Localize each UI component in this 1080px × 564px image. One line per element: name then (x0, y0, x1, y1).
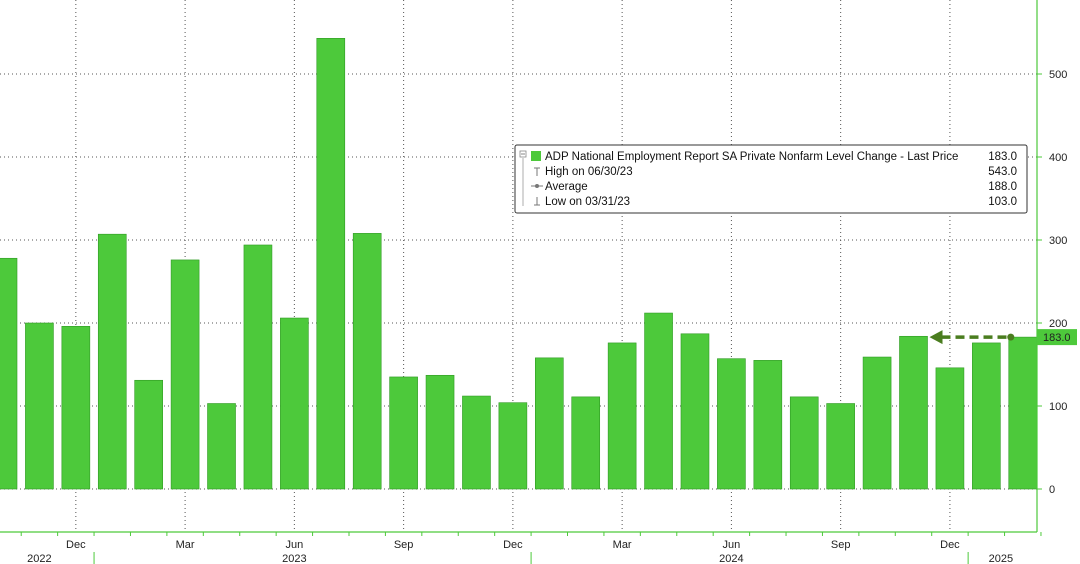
legend-high-value: 543.0 (988, 166, 1017, 178)
bar-2024-03 (607, 342, 637, 490)
legend-swatch (531, 151, 541, 161)
x-tick-label: Jun (285, 539, 303, 551)
average-marker-icon (531, 184, 543, 188)
y-tick-label: 500 (1049, 69, 1067, 81)
bar-2023-03 (170, 259, 200, 490)
legend-row-average: Average 188.0 (531, 181, 1017, 193)
bar-2023-12 (498, 402, 528, 490)
x-year-label: 2024 (719, 553, 743, 564)
bar-2024-10 (862, 356, 892, 490)
arrow-head-icon (929, 330, 943, 345)
x-tick-label: Sep (831, 539, 851, 551)
last-price-tag (1037, 329, 1077, 346)
x-tick-label: Dec (503, 539, 523, 551)
x-year-label: 2022 (27, 553, 51, 564)
bar-2023-05 (243, 244, 273, 490)
x-tick-label: Sep (394, 539, 414, 551)
bar-2024-09 (826, 403, 855, 490)
bar-2023-09 (389, 376, 418, 490)
bar-2023-11 (462, 395, 491, 490)
y-tick-label: 300 (1049, 235, 1067, 247)
legend-low-value: 103.0 (988, 196, 1017, 208)
legend-collapse-icon[interactable] (519, 150, 527, 158)
bar-2023-02 (134, 379, 163, 490)
bar-2024-05 (680, 333, 710, 490)
bar-2024-01 (534, 357, 564, 490)
x-tick-label: Mar (613, 539, 632, 551)
bar-2023-08 (352, 233, 382, 490)
bar-2024-07 (753, 360, 783, 490)
bar-2024-12 (935, 367, 965, 490)
y-tick-label: 0 (1049, 484, 1055, 496)
bar-2023-10 (425, 374, 455, 490)
legend-series-label: ADP National Employment Report SA Privat… (545, 151, 958, 163)
legend-row-high: High on 06/30/23 543.0 (534, 166, 1017, 178)
legend: ADP National Employment Report SA Privat… (514, 144, 1028, 214)
legend-series-value: 183.0 (988, 151, 1017, 163)
bar-2024-11 (899, 335, 928, 490)
x-year-label: 2023 (282, 553, 306, 564)
high-marker-icon (534, 167, 540, 176)
last-price-label: 183.0 (1043, 332, 1071, 344)
legend-row-low: Low on 03/31/23 103.0 (534, 196, 1017, 208)
bar-2023-06 (280, 317, 309, 490)
bar-2025-02 (1008, 336, 1038, 490)
legend-high-label: High on 06/30/23 (545, 166, 633, 178)
x-tick-label: Jun (723, 539, 741, 551)
legend-average-value: 188.0 (988, 181, 1017, 193)
bar-2022-12 (61, 326, 91, 490)
bars (0, 38, 1038, 490)
x-year-label: 2025 (989, 553, 1013, 564)
legend-average-label: Average (545, 181, 588, 193)
bar-2024-08 (789, 396, 819, 490)
bar-2023-04 (207, 403, 236, 490)
last-price-indicator: 183.0 (929, 329, 1077, 346)
y-tick-label: 100 (1049, 401, 1067, 413)
low-marker-icon (534, 197, 540, 206)
bar-2022-11 (25, 322, 54, 490)
bar-2024-04 (644, 312, 673, 490)
bar-2023-07 (316, 38, 346, 490)
bar-2023-01 (97, 233, 127, 490)
x-tick-label: Dec (66, 539, 86, 551)
x-tick-label: Mar (176, 539, 195, 551)
bar-2024-02 (571, 396, 601, 490)
y-tick-label: 400 (1049, 152, 1067, 164)
y-tick-label: 200 (1049, 318, 1067, 330)
legend-low-label: Low on 03/31/23 (545, 196, 630, 208)
x-tick-label: Dec (940, 539, 960, 551)
bar-2024-06 (717, 358, 746, 490)
last-price-dot (1007, 333, 1015, 341)
bar-2025-01 (972, 342, 1001, 490)
bar-2022-10 (0, 257, 18, 490)
